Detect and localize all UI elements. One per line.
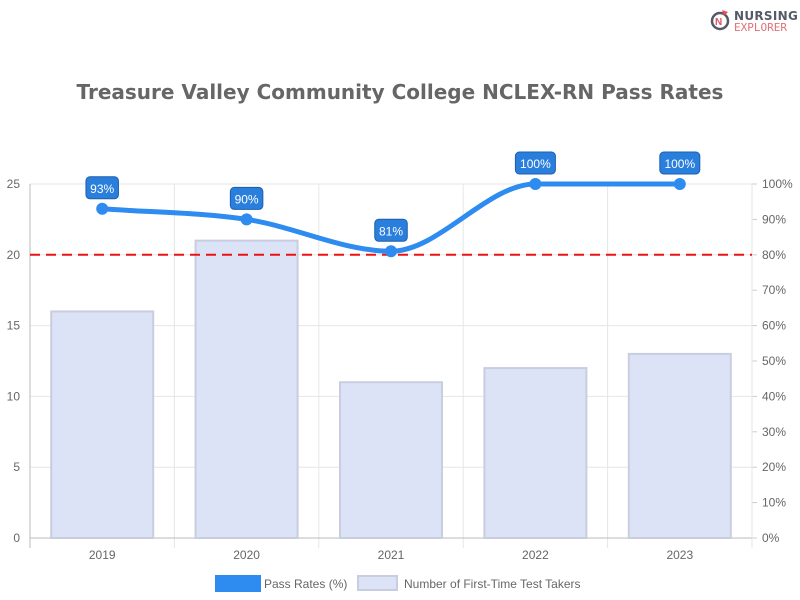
data-label: 100% bbox=[664, 157, 695, 171]
left-tick-label: 10 bbox=[7, 389, 21, 403]
data-label: 90% bbox=[235, 192, 259, 206]
nursing-explorer-logo: N NURSING EXPLORER bbox=[710, 8, 799, 34]
pass-rate-point-2020 bbox=[240, 213, 253, 226]
bar-2019 bbox=[50, 310, 155, 539]
left-tick-label: 15 bbox=[7, 319, 21, 333]
chart-title: Treasure Valley Community College NCLEX-… bbox=[76, 80, 724, 104]
logo-icon: N bbox=[710, 10, 730, 31]
svg-text:N: N bbox=[715, 17, 722, 28]
x-tick-label: 2021 bbox=[378, 548, 405, 562]
data-label: 100% bbox=[520, 157, 551, 171]
right-tick-label: 100% bbox=[762, 177, 793, 191]
data-label-box bbox=[229, 186, 264, 210]
x-tick-label: 2019 bbox=[89, 548, 116, 562]
right-tick-label: 80% bbox=[762, 248, 786, 262]
pass-rate-point-2023 bbox=[673, 178, 686, 190]
logo-text-nursing: NURSING bbox=[734, 9, 799, 23]
bar-2021 bbox=[339, 381, 443, 539]
legend-swatch-test-takers bbox=[357, 575, 398, 591]
bar-2020 bbox=[194, 239, 299, 539]
right-tick-label: 70% bbox=[762, 283, 786, 297]
legend-swatch-pass-rates bbox=[215, 575, 261, 592]
data-label-box bbox=[659, 151, 701, 175]
data-label-box bbox=[514, 151, 556, 175]
left-tick-label: 5 bbox=[13, 460, 20, 474]
right-tick-label: 20% bbox=[762, 460, 786, 474]
right-tick-label: 0% bbox=[762, 531, 780, 545]
data-label-box bbox=[85, 176, 119, 200]
right-tick-label: 30% bbox=[762, 425, 786, 439]
legend-label-pass-rates: Pass Rates (%) bbox=[264, 577, 347, 591]
right-tick-label: 40% bbox=[762, 389, 786, 403]
legend-label-test-takers: Number of First-Time Test Takers bbox=[404, 577, 580, 591]
left-tick-label: 20 bbox=[7, 248, 21, 262]
x-tick-label: 2022 bbox=[522, 548, 549, 562]
data-label: 93% bbox=[90, 182, 114, 196]
right-tick-label: 50% bbox=[762, 354, 786, 368]
x-tick-label: 2020 bbox=[233, 548, 260, 562]
right-tick-label: 90% bbox=[762, 212, 786, 226]
pass-rate-point-2022 bbox=[529, 178, 542, 190]
left-tick-label: 25 bbox=[7, 177, 21, 191]
x-tick-label: 2023 bbox=[666, 548, 693, 562]
bar-2022 bbox=[483, 367, 588, 539]
right-tick-label: 60% bbox=[762, 319, 786, 333]
data-label: 81% bbox=[379, 224, 403, 238]
bar-2023 bbox=[627, 352, 732, 540]
left-tick-label: 0 bbox=[13, 531, 20, 545]
data-label-box bbox=[374, 218, 408, 242]
right-tick-label: 10% bbox=[762, 496, 786, 510]
pass-rate-point-2019 bbox=[96, 202, 109, 215]
pass-rate-point-2021 bbox=[385, 245, 397, 258]
logo-text-explorer: EXPLORER bbox=[734, 21, 787, 34]
